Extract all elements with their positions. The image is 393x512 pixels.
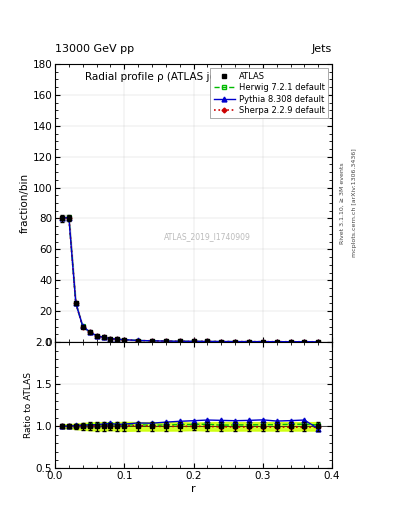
Text: mcplots.cern.ch [arXiv:1306.3436]: mcplots.cern.ch [arXiv:1306.3436] xyxy=(352,148,357,258)
Legend: ATLAS, Herwig 7.2.1 default, Pythia 8.308 default, Sherpa 2.2.9 default: ATLAS, Herwig 7.2.1 default, Pythia 8.30… xyxy=(210,68,328,118)
X-axis label: r: r xyxy=(191,484,196,494)
Text: 13000 GeV pp: 13000 GeV pp xyxy=(55,44,134,54)
Y-axis label: Ratio to ATLAS: Ratio to ATLAS xyxy=(24,372,33,438)
Y-axis label: fraction/bin: fraction/bin xyxy=(20,173,30,233)
Text: Jets: Jets xyxy=(312,44,332,54)
Text: ATLAS_2019_I1740909: ATLAS_2019_I1740909 xyxy=(164,232,251,241)
Text: Rivet 3.1.10, ≥ 3M events: Rivet 3.1.10, ≥ 3M events xyxy=(340,162,345,244)
Text: Radial profile ρ (ATLAS jet fragmentation): Radial profile ρ (ATLAS jet fragmentatio… xyxy=(85,72,302,82)
